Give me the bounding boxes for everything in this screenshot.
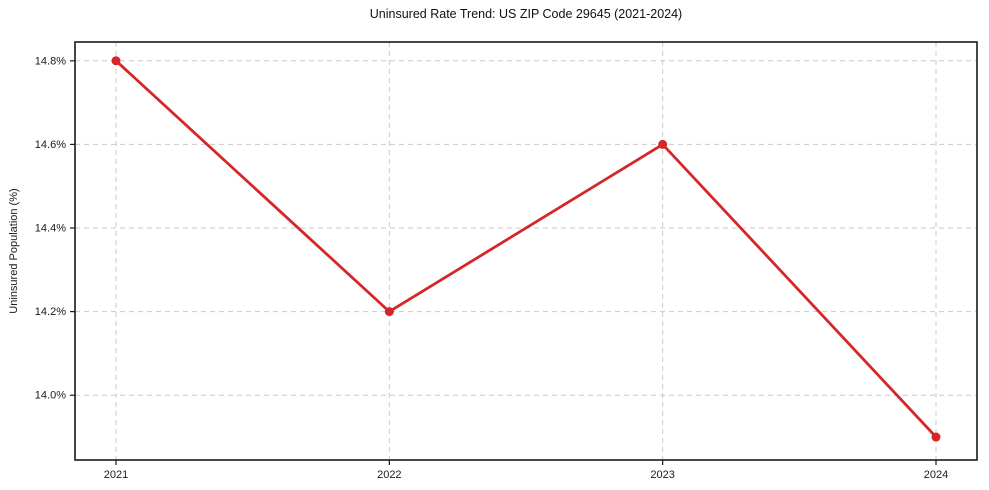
data-point-marker [658,139,668,149]
y-tick-label: 14.0% [35,390,66,402]
y-tick-label: 14.4% [35,223,66,235]
plot-border [74,41,978,461]
chart-title: Uninsured Rate Trend: US ZIP Code 29645 … [369,7,683,21]
x-tick-label: 2022 [377,469,401,481]
trend-line [114,59,938,439]
x-tick-label: 2023 [650,469,674,481]
data-point-marker [111,56,121,66]
data-point-marker [384,307,394,317]
x-tick-label: 2024 [924,469,948,481]
y-tick-label: 14.8% [35,55,66,67]
y-tick-label: 14.2% [35,306,66,318]
y-tick-label: 14.6% [35,139,66,151]
data-point-marker [931,432,941,442]
x-tick-label: 2021 [104,469,128,481]
